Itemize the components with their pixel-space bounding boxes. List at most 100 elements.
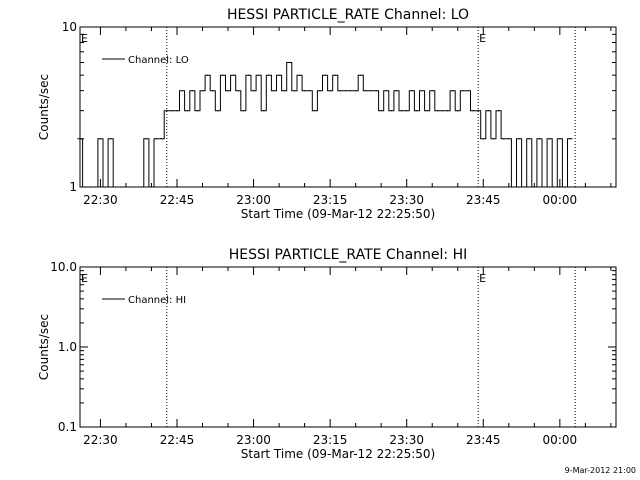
data-point bbox=[370, 90, 372, 92]
y-axis-label: Counts/sec bbox=[37, 74, 51, 140]
x-axis-label: Start Time (09-Mar-12 22:25:50) bbox=[241, 207, 435, 221]
data-point bbox=[390, 110, 392, 112]
data-point bbox=[452, 90, 454, 92]
data-point bbox=[237, 90, 239, 92]
data-point bbox=[104, 186, 107, 188]
data-point bbox=[406, 110, 408, 112]
data-point bbox=[79, 138, 81, 140]
data-point bbox=[232, 74, 234, 76]
data-point bbox=[564, 186, 566, 188]
data-point bbox=[115, 186, 117, 188]
data-point bbox=[329, 90, 331, 92]
data-point bbox=[334, 74, 336, 76]
chart-title: HESSI PARTICLE_RATE Channel: LO bbox=[227, 7, 469, 23]
data-point bbox=[161, 138, 163, 140]
data-point bbox=[309, 90, 311, 92]
x-tick-label: 00:00 bbox=[543, 433, 578, 447]
data-point bbox=[559, 138, 561, 140]
data-point bbox=[508, 138, 510, 140]
data-point bbox=[355, 90, 357, 92]
data-point bbox=[89, 186, 91, 188]
data-point bbox=[385, 90, 387, 92]
data-point bbox=[482, 138, 484, 140]
data-point bbox=[375, 90, 377, 92]
data-point bbox=[395, 90, 398, 92]
data-point bbox=[207, 74, 209, 76]
timestamp-stamp: 9-Mar-2012 21:00 bbox=[565, 466, 636, 475]
legend-label: Channel: HI bbox=[128, 295, 186, 306]
data-point bbox=[252, 90, 255, 92]
data-point bbox=[186, 110, 188, 112]
data-point bbox=[319, 90, 321, 92]
data-point bbox=[523, 186, 525, 188]
legend-label: Channel: LO bbox=[128, 55, 189, 66]
data-point bbox=[314, 110, 316, 112]
data-point bbox=[513, 186, 515, 188]
data-point bbox=[263, 110, 265, 112]
y-tick-label: 1 bbox=[69, 180, 77, 194]
plot-frame bbox=[79, 26, 617, 188]
y-tick-label: 10.0 bbox=[50, 260, 77, 274]
data-point bbox=[416, 110, 418, 112]
data-point bbox=[431, 90, 433, 92]
data-point bbox=[268, 74, 270, 76]
data-point bbox=[365, 90, 367, 92]
data-point bbox=[462, 90, 464, 92]
data-point bbox=[554, 186, 556, 188]
data-point bbox=[497, 110, 500, 112]
data-point bbox=[569, 138, 571, 140]
data-point bbox=[380, 110, 382, 112]
data-point bbox=[472, 110, 474, 112]
x-tick-label: 23:30 bbox=[389, 433, 424, 447]
x-tick-label: 22:30 bbox=[83, 193, 118, 207]
data-point bbox=[140, 186, 142, 188]
data-point bbox=[94, 186, 96, 188]
hi-channel-panel: HESSI PARTICLE_RATE Channel: HI 0.1 1.0 10.… bbox=[37, 247, 617, 461]
data-point bbox=[155, 138, 158, 140]
data-point bbox=[283, 90, 285, 92]
event-marker-label: E bbox=[81, 32, 88, 45]
data-point bbox=[426, 110, 428, 112]
data-point bbox=[518, 138, 520, 140]
data-point bbox=[166, 110, 168, 112]
data-series-line bbox=[77, 62, 573, 188]
x-tick-label: 23:15 bbox=[313, 433, 348, 447]
plot-frame bbox=[79, 266, 617, 428]
data-point bbox=[258, 74, 260, 76]
data-point bbox=[201, 90, 204, 92]
data-point bbox=[288, 61, 290, 64]
y-tick-label: 0.1 bbox=[58, 420, 77, 434]
y-tick-label: 10 bbox=[62, 20, 77, 34]
data-point bbox=[528, 138, 530, 140]
data-point bbox=[339, 90, 341, 92]
data-point bbox=[293, 90, 295, 92]
data-point bbox=[401, 110, 403, 112]
data-point bbox=[324, 74, 326, 76]
data-point bbox=[304, 90, 306, 92]
data-point bbox=[99, 138, 102, 140]
data-point bbox=[196, 110, 199, 112]
data-point bbox=[344, 90, 347, 92]
data-point bbox=[360, 74, 362, 76]
lo-channel-panel: HESSI PARTICLE_RATE Channel: LO 1 10 22:30 2… bbox=[37, 7, 617, 221]
x-tick-label: 23:00 bbox=[236, 193, 271, 207]
data-point bbox=[84, 186, 86, 188]
event-marker-label: E bbox=[479, 272, 486, 285]
x-axis-label: Start Time (09-Mar-12 22:25:50) bbox=[241, 447, 435, 461]
data-point bbox=[503, 138, 505, 140]
data-point bbox=[543, 186, 546, 188]
data-point bbox=[349, 90, 352, 92]
x-tick-label: 00:00 bbox=[543, 193, 578, 207]
x-tick-label: 22:45 bbox=[160, 433, 195, 447]
x-tick-label: 23:45 bbox=[466, 193, 501, 207]
data-point bbox=[217, 110, 219, 112]
data-point bbox=[273, 90, 275, 92]
data-point bbox=[242, 110, 244, 112]
data-point bbox=[150, 186, 153, 188]
data-point bbox=[247, 74, 250, 76]
data-point bbox=[441, 110, 444, 112]
data-point bbox=[222, 74, 224, 76]
data-point bbox=[298, 74, 301, 76]
data-point bbox=[181, 90, 183, 92]
